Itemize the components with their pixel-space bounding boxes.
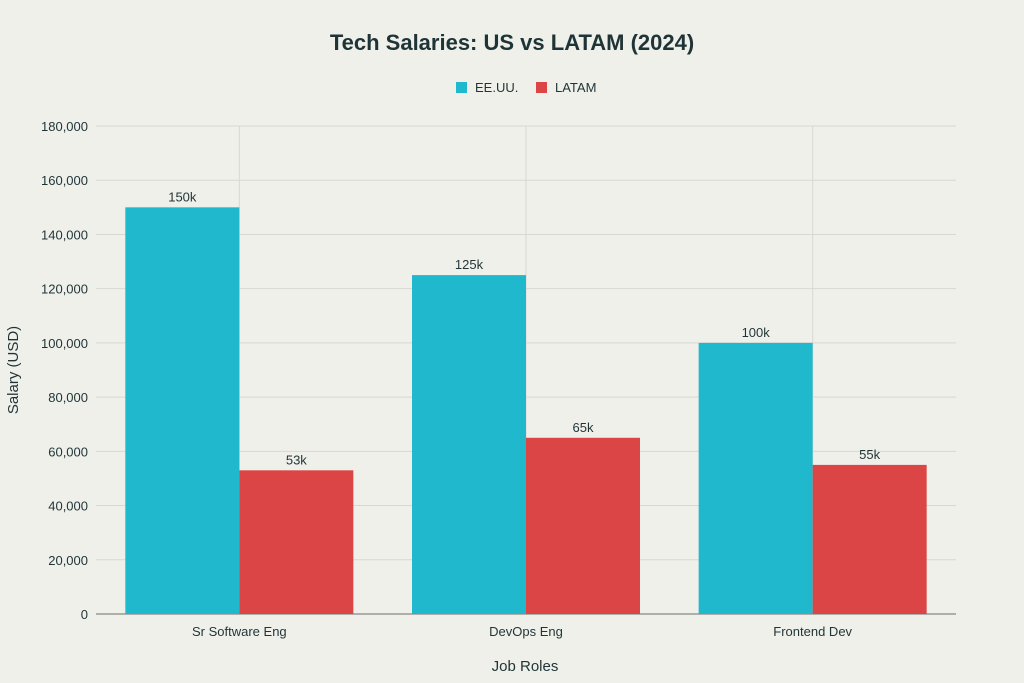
- bar-us: [125, 207, 240, 615]
- y-tick-label: 60,000: [48, 444, 88, 459]
- bar-latam: [812, 464, 927, 614]
- legend-label-us: EE.UU.: [475, 80, 518, 95]
- y-tick-label: 0: [81, 607, 88, 622]
- chart-title: Tech Salaries: US vs LATAM (2024): [330, 30, 694, 55]
- bars: [125, 207, 927, 615]
- bar-label-latam: 55k: [859, 447, 880, 462]
- y-tick-label: 160,000: [41, 173, 88, 188]
- legend: EE.UU. LATAM: [456, 80, 596, 95]
- x-axis-title: Job Roles: [492, 658, 559, 675]
- x-tick-label: DevOps Eng: [489, 624, 563, 639]
- y-axis-title: Salary (USD): [5, 326, 22, 414]
- legend-label-latam: LATAM: [555, 80, 596, 95]
- legend-swatch-us: [456, 82, 467, 93]
- bar-label-us: 125k: [455, 257, 484, 272]
- bar-label-latam: 65k: [573, 420, 594, 435]
- y-tick-label: 20,000: [48, 553, 88, 568]
- bar-us: [412, 275, 526, 614]
- bar-label-us: 150k: [168, 189, 197, 204]
- x-axis-ticks: Sr Software Eng DevOps Eng Frontend Dev: [192, 624, 853, 639]
- bar-us: [698, 342, 813, 614]
- bar-label-us: 100k: [742, 325, 771, 340]
- y-tick-label: 40,000: [48, 499, 88, 514]
- x-tick-label: Frontend Dev: [773, 624, 852, 639]
- legend-swatch-latam: [536, 82, 547, 93]
- y-tick-label: 100,000: [41, 336, 88, 351]
- y-tick-label: 140,000: [41, 227, 88, 242]
- bar-latam: [239, 470, 354, 614]
- y-tick-label: 80,000: [48, 390, 88, 405]
- y-tick-label: 120,000: [41, 282, 88, 297]
- bar-latam: [526, 437, 640, 614]
- x-tick-label: Sr Software Eng: [192, 624, 287, 639]
- y-axis-ticks: 0 20,000 40,000 60,000 80,000 100,000 120,000 1…: [41, 119, 88, 622]
- bar-label-latam: 53k: [286, 452, 307, 467]
- y-tick-label: 180,000: [41, 119, 88, 134]
- bar-labels: 150k 53k 125k 65k 100k 55k: [168, 189, 880, 467]
